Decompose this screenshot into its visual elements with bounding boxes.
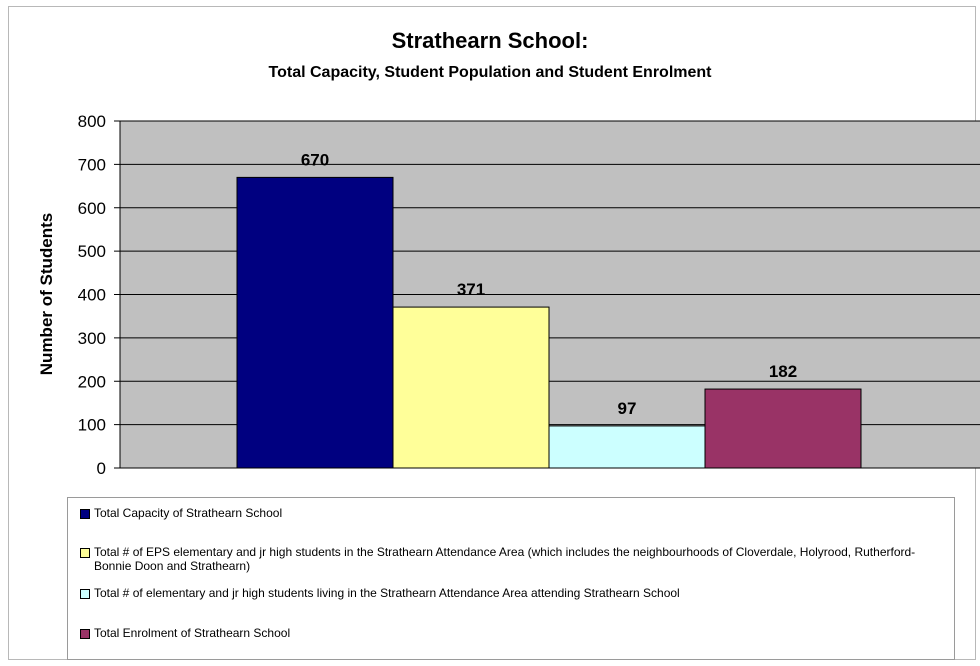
y-tick-label: 800 bbox=[78, 112, 106, 131]
legend-label: Total Capacity of Strathearn School bbox=[94, 506, 283, 520]
bar-chart: 0 100 200 300 400 500 600 700 800 670 371 97 182 Num… bbox=[37, 112, 980, 478]
data-label-2: 371 bbox=[457, 280, 485, 299]
y-tick-label: 700 bbox=[78, 155, 106, 174]
legend-item: Total Capacity of Strathearn School bbox=[80, 506, 950, 520]
data-label-4: 182 bbox=[769, 362, 797, 381]
y-tick-label: 100 bbox=[78, 416, 106, 435]
bar-3 bbox=[548, 425, 706, 469]
data-label-3: 97 bbox=[618, 399, 637, 418]
data-label-1: 670 bbox=[301, 150, 329, 169]
chart-subtitle: Total Capacity, Student Population and S… bbox=[268, 64, 712, 81]
chart-legend: Total Capacity of Strathearn School Tota… bbox=[67, 497, 955, 660]
bar-1 bbox=[236, 176, 394, 469]
legend-label: Total # of EPS elementary and jr high st… bbox=[94, 545, 916, 573]
legend-swatch-4 bbox=[80, 629, 90, 639]
y-tick-label: 200 bbox=[78, 372, 106, 391]
y-tick-label: 0 bbox=[97, 459, 106, 478]
bar-4 bbox=[704, 388, 862, 469]
legend-label: Total Enrolment of Strathearn School bbox=[94, 626, 291, 640]
chart-title: Strathearn School: bbox=[391, 28, 589, 53]
y-tick-label: 600 bbox=[78, 199, 106, 218]
y-axis-label: Number of Students bbox=[37, 213, 56, 375]
legend-swatch-2 bbox=[80, 548, 90, 558]
legend-label: Total # of elementary and jr high studen… bbox=[94, 586, 680, 600]
y-tick-label: 400 bbox=[78, 286, 106, 305]
bar-2 bbox=[392, 306, 550, 469]
y-tick-label: 300 bbox=[78, 329, 106, 348]
legend-swatch-1 bbox=[80, 509, 90, 519]
legend-item: Total Enrolment of Strathearn School bbox=[80, 626, 950, 640]
legend-item: Total # of elementary and jr high studen… bbox=[80, 586, 950, 600]
legend-item: Total # of EPS elementary and jr high st… bbox=[80, 545, 950, 573]
legend-swatch-3 bbox=[80, 589, 90, 599]
y-tick-label: 500 bbox=[78, 242, 106, 261]
